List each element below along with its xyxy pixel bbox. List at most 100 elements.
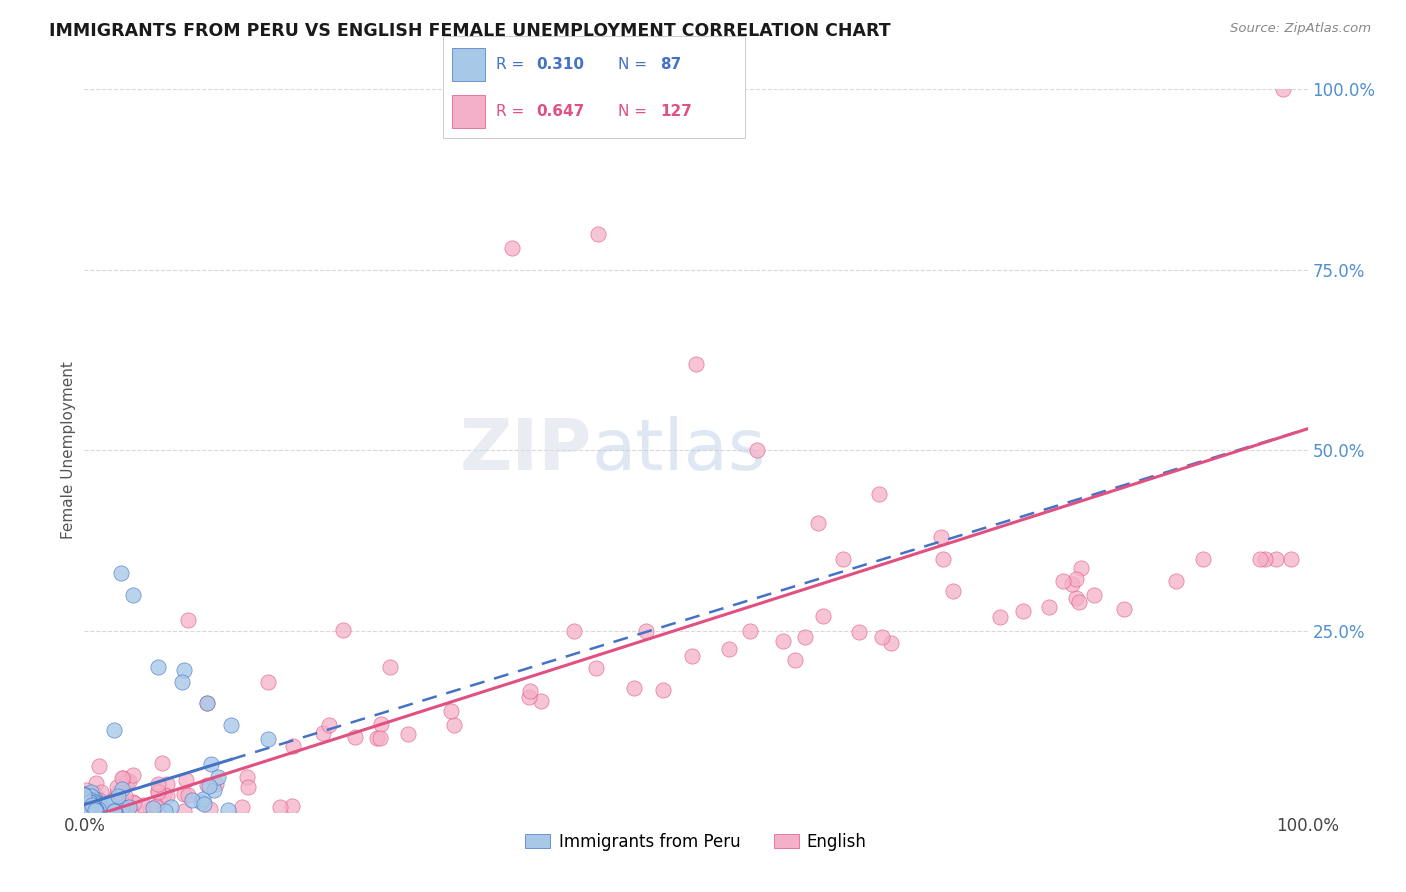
Point bbox=[396, 727, 419, 741]
Point bbox=[681, 649, 703, 664]
Point bbox=[77, 803, 100, 817]
Text: Source: ZipAtlas.com: Source: ZipAtlas.com bbox=[1230, 22, 1371, 36]
Point bbox=[90, 796, 112, 810]
Point bbox=[195, 778, 218, 792]
Point bbox=[75, 797, 97, 811]
Point bbox=[104, 791, 127, 805]
Point bbox=[86, 794, 108, 808]
Point bbox=[100, 794, 122, 808]
Point bbox=[80, 789, 103, 803]
Text: 127: 127 bbox=[661, 104, 692, 120]
Point bbox=[84, 804, 107, 818]
Point bbox=[231, 799, 253, 814]
Point bbox=[79, 795, 101, 809]
Point bbox=[344, 730, 367, 744]
Point bbox=[97, 801, 120, 815]
Point bbox=[219, 718, 242, 732]
Point bbox=[75, 787, 97, 801]
FancyBboxPatch shape bbox=[451, 48, 485, 81]
Point bbox=[90, 797, 112, 812]
Point bbox=[79, 801, 101, 815]
Point bbox=[145, 799, 167, 814]
Point bbox=[1064, 591, 1087, 605]
Point bbox=[942, 584, 965, 599]
Point bbox=[191, 791, 214, 805]
Text: N =: N = bbox=[619, 57, 647, 72]
Point bbox=[1062, 576, 1084, 591]
Point bbox=[120, 804, 142, 818]
Point bbox=[869, 487, 891, 501]
Point bbox=[82, 804, 104, 818]
Point bbox=[1192, 551, 1215, 566]
Point bbox=[76, 804, 98, 818]
Point bbox=[318, 718, 340, 732]
Point bbox=[142, 800, 165, 814]
Point bbox=[1064, 572, 1087, 586]
Point bbox=[107, 789, 129, 803]
Point bbox=[155, 805, 177, 819]
Point bbox=[77, 802, 100, 816]
Point bbox=[118, 773, 141, 788]
Point bbox=[115, 798, 138, 813]
Point bbox=[1052, 574, 1074, 588]
Point bbox=[80, 799, 103, 814]
Point bbox=[132, 797, 155, 812]
Point bbox=[79, 799, 101, 814]
Point bbox=[79, 805, 101, 819]
Point bbox=[87, 800, 110, 814]
Point bbox=[89, 804, 111, 818]
Point bbox=[848, 624, 870, 639]
Point bbox=[79, 797, 101, 811]
Point bbox=[636, 624, 658, 638]
Point bbox=[84, 776, 107, 790]
Point bbox=[75, 783, 97, 797]
Point bbox=[747, 443, 769, 458]
Point bbox=[443, 717, 465, 731]
Point bbox=[831, 551, 853, 566]
Point bbox=[651, 683, 673, 698]
Point bbox=[103, 804, 125, 818]
Point bbox=[83, 788, 105, 802]
Point bbox=[112, 772, 135, 786]
Point bbox=[90, 784, 112, 798]
Point bbox=[198, 802, 221, 816]
Point bbox=[146, 777, 169, 791]
Point bbox=[80, 799, 103, 814]
Text: atlas: atlas bbox=[592, 416, 766, 485]
Legend: Immigrants from Peru, English: Immigrants from Peru, English bbox=[519, 826, 873, 857]
Point bbox=[82, 802, 104, 816]
Point bbox=[83, 800, 105, 814]
Point bbox=[108, 805, 131, 819]
Point bbox=[97, 796, 120, 810]
Point bbox=[1265, 551, 1288, 566]
Point bbox=[783, 652, 806, 666]
Point bbox=[103, 802, 125, 816]
Point bbox=[988, 609, 1011, 624]
Text: ZIP: ZIP bbox=[460, 416, 592, 485]
Point bbox=[77, 804, 100, 818]
Point bbox=[146, 660, 169, 674]
Point bbox=[257, 732, 280, 747]
Point bbox=[91, 801, 114, 815]
Point bbox=[110, 566, 132, 581]
Point bbox=[73, 803, 96, 817]
Point bbox=[217, 803, 239, 817]
Point bbox=[155, 777, 177, 791]
Point bbox=[880, 636, 903, 650]
Point bbox=[122, 768, 145, 782]
Point bbox=[82, 804, 104, 818]
Point bbox=[269, 800, 291, 814]
Point bbox=[172, 674, 194, 689]
Point bbox=[77, 797, 100, 812]
Point bbox=[1038, 599, 1060, 614]
Point bbox=[115, 774, 138, 789]
Point bbox=[80, 785, 103, 799]
Point bbox=[380, 660, 402, 674]
Point bbox=[121, 795, 143, 809]
Point bbox=[89, 800, 111, 814]
Point bbox=[370, 717, 392, 731]
Point bbox=[75, 805, 97, 819]
Point bbox=[173, 663, 195, 677]
Point bbox=[79, 795, 101, 809]
Point bbox=[77, 803, 100, 817]
